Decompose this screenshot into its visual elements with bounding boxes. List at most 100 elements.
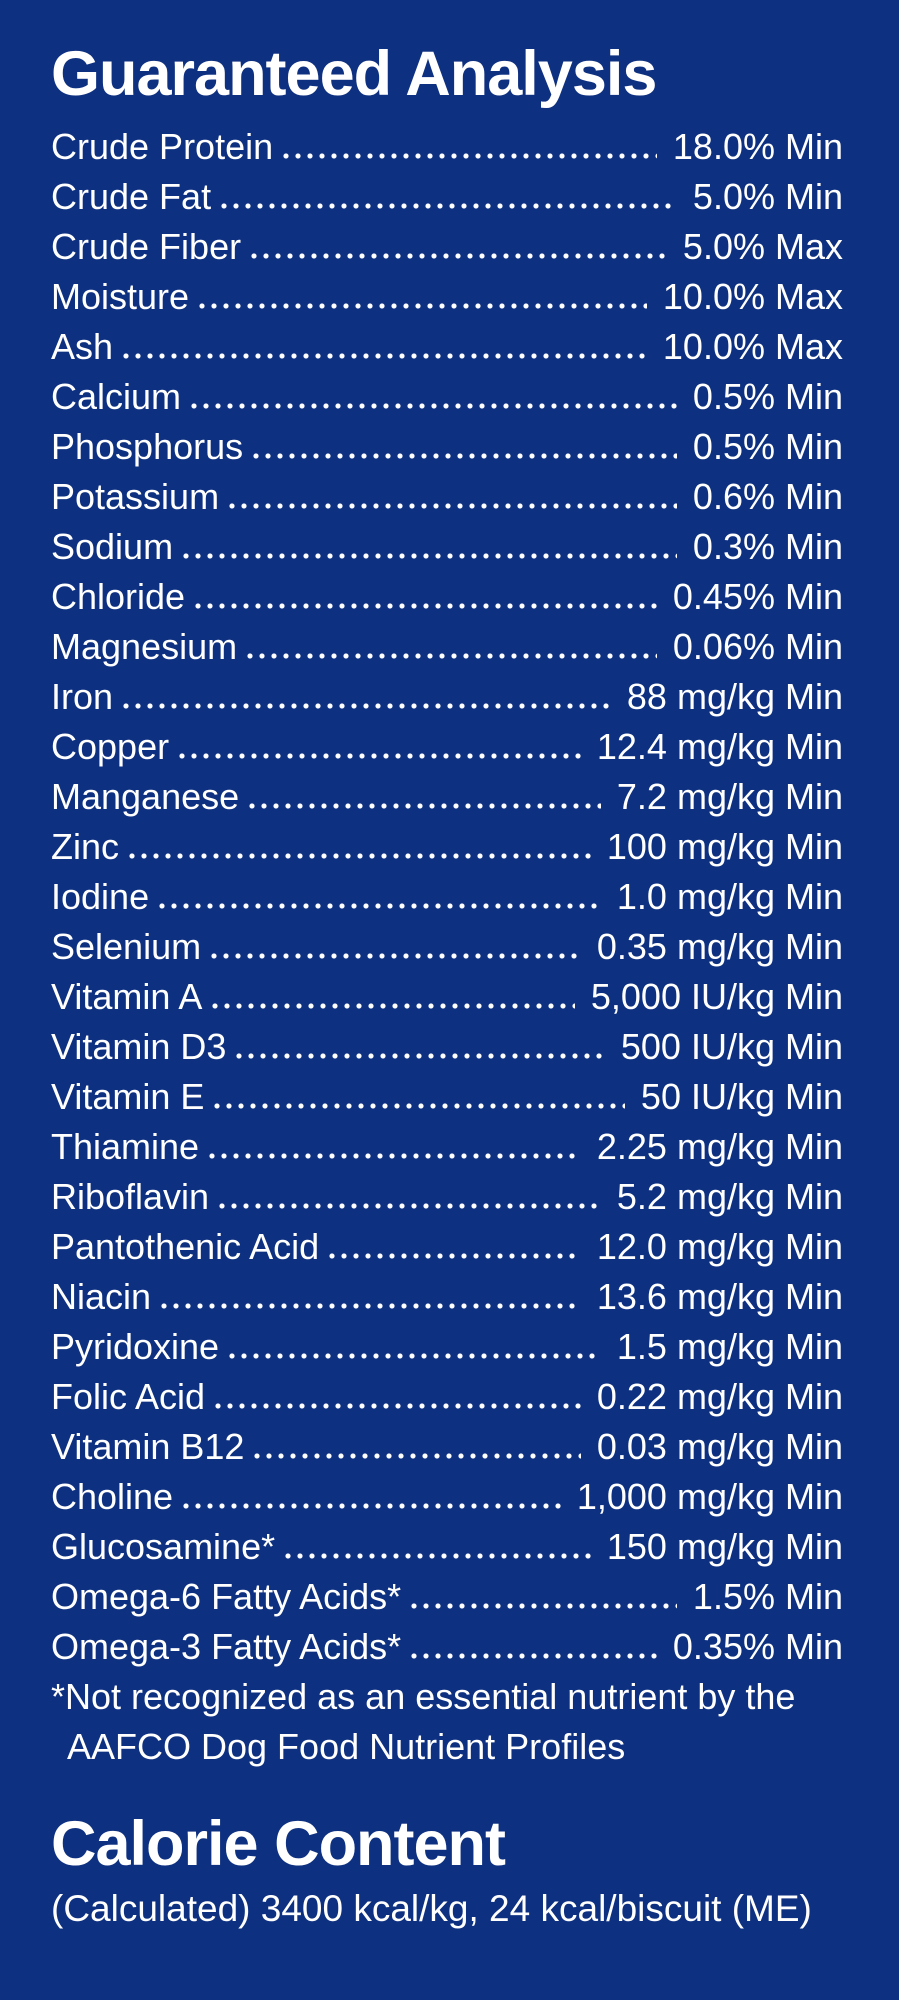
nutrient-name: Omega-3 Fatty Acids*: [51, 1626, 402, 1668]
dotted-leader: [249, 803, 601, 810]
nutrient-value: 1,000 mg/kg Min: [576, 1476, 843, 1518]
nutrient-value: 7.2 mg/kg Min: [616, 776, 843, 818]
dotted-leader: [251, 253, 667, 260]
dotted-leader: [215, 1403, 581, 1410]
dotted-leader: [161, 1303, 581, 1310]
nutrient-name: Chloride: [51, 576, 186, 618]
nutrient-value: 50 IU/kg Min: [640, 1076, 843, 1118]
nutrient-row: Vitamin A 5,000 IU/kg Min: [51, 972, 843, 1022]
footnote-line-1: *Not recognized as an essential nutrient…: [51, 1676, 796, 1718]
nutrient-row: Vitamin B12 0.03 mg/kg Min: [51, 1422, 843, 1472]
nutrient-name: Phosphorus: [51, 426, 244, 468]
nutrient-value: 100 mg/kg Min: [606, 826, 843, 868]
nutrient-name: Zinc: [51, 826, 120, 868]
nutrient-row: Sodium 0.3% Min: [51, 522, 843, 572]
nutrient-value: 150 mg/kg Min: [606, 1526, 843, 1568]
nutrient-name: Crude Fiber: [51, 226, 242, 268]
dotted-leader: [285, 1553, 591, 1560]
nutrient-value: 12.4 mg/kg Min: [596, 726, 843, 768]
nutrient-row: Riboflavin 5.2 mg/kg Min: [51, 1172, 843, 1222]
nutrient-row: Copper 12.4 mg/kg Min: [51, 722, 843, 772]
nutrient-row: Niacin 13.6 mg/kg Min: [51, 1272, 843, 1322]
dotted-leader: [254, 1453, 581, 1460]
nutrient-name: Vitamin E: [51, 1076, 205, 1118]
nutrient-value: 0.35% Min: [672, 1626, 843, 1668]
nutrient-name: Omega-6 Fatty Acids*: [51, 1576, 402, 1618]
dotted-leader: [329, 1253, 581, 1260]
nutrient-name: Niacin: [51, 1276, 152, 1318]
nutrient-row: Manganese 7.2 mg/kg Min: [51, 772, 843, 822]
nutrient-name: Crude Protein: [51, 126, 274, 168]
nutrient-name: Pyridoxine: [51, 1326, 220, 1368]
nutrient-row: Selenium 0.35 mg/kg Min: [51, 922, 843, 972]
nutrient-value: 5.0% Min: [692, 176, 843, 218]
nutrient-name: Sodium: [51, 526, 174, 568]
nutrient-name: Copper: [51, 726, 170, 768]
nutrient-name: Choline: [51, 1476, 174, 1518]
nutrient-value: 88 mg/kg Min: [626, 676, 843, 718]
nutrient-value: 0.22 mg/kg Min: [596, 1376, 843, 1418]
dotted-leader: [123, 353, 647, 360]
nutrient-row: Chloride 0.45% Min: [51, 572, 843, 622]
nutrient-value: 13.6 mg/kg Min: [596, 1276, 843, 1318]
nutrient-value: 18.0% Min: [672, 126, 843, 168]
dotted-leader: [229, 1353, 601, 1360]
nutrient-value: 1.5% Min: [692, 1576, 843, 1618]
nutrient-name: Potassium: [51, 476, 220, 518]
nutrient-row: Magnesium 0.06% Min: [51, 622, 843, 672]
nutrient-row: Phosphorus 0.5% Min: [51, 422, 843, 472]
nutrient-row: Glucosamine* 150 mg/kg Min: [51, 1522, 843, 1572]
nutrient-name: Vitamin A: [51, 976, 203, 1018]
nutrient-list: Crude Protein 18.0% Min Crude Fat 5.0% M…: [51, 122, 843, 1672]
dotted-leader: [247, 653, 657, 660]
guaranteed-analysis-title: Guaranteed Analysis: [51, 39, 657, 109]
nutrient-value: 500 IU/kg Min: [620, 1026, 843, 1068]
nutrient-row: Moisture 10.0% Max: [51, 272, 843, 322]
nutrient-value: 10.0% Max: [662, 326, 843, 368]
dotted-leader: [219, 1203, 601, 1210]
nutrient-value: 0.6% Min: [692, 476, 843, 518]
dotted-leader: [236, 1053, 605, 1060]
nutrient-value: 2.25 mg/kg Min: [596, 1126, 843, 1168]
dotted-leader: [183, 553, 677, 560]
nutrient-value: 0.35 mg/kg Min: [596, 926, 843, 968]
nutrient-row: Iron 88 mg/kg Min: [51, 672, 843, 722]
dotted-leader: [283, 153, 657, 160]
nutrient-name: Pantothenic Acid: [51, 1226, 320, 1268]
nutrient-value: 0.03 mg/kg Min: [596, 1426, 843, 1468]
dotted-leader: [209, 1153, 581, 1160]
dotted-leader: [221, 203, 677, 210]
nutrient-value: 0.3% Min: [692, 526, 843, 568]
nutrient-row: Pyridoxine 1.5 mg/kg Min: [51, 1322, 843, 1372]
nutrient-name: Glucosamine*: [51, 1526, 276, 1568]
nutrient-value: 0.06% Min: [672, 626, 843, 668]
nutrient-row: Folic Acid 0.22 mg/kg Min: [51, 1372, 843, 1422]
nutrient-name: Selenium: [51, 926, 202, 968]
nutrient-value: 0.5% Min: [692, 376, 843, 418]
nutrient-row: Vitamin D3 500 IU/kg Min: [51, 1022, 843, 1072]
calorie-content-title: Calorie Content: [51, 1809, 506, 1880]
dotted-leader: [214, 1103, 625, 1110]
nutrient-name: Moisture: [51, 276, 190, 318]
nutrient-name: Folic Acid: [51, 1376, 206, 1418]
nutrient-name: Iron: [51, 676, 114, 718]
nutrient-name: Calcium: [51, 376, 182, 418]
nutrient-name: Thiamine: [51, 1126, 200, 1168]
dotted-leader: [411, 1603, 677, 1610]
dotted-leader: [195, 603, 657, 610]
nutrient-name: Riboflavin: [51, 1176, 210, 1218]
dotted-leader: [253, 453, 677, 460]
dotted-leader: [411, 1653, 657, 1660]
nutrient-value: 5.2 mg/kg Min: [616, 1176, 843, 1218]
dotted-leader: [129, 853, 591, 860]
dotted-leader: [179, 753, 581, 760]
nutrient-row: Omega-6 Fatty Acids* 1.5% Min: [51, 1572, 843, 1622]
dotted-leader: [211, 953, 581, 960]
nutrient-row: Crude Fat 5.0% Min: [51, 172, 843, 222]
dotted-leader: [123, 703, 611, 710]
dotted-leader: [159, 903, 601, 910]
calorie-content-detail: (Calculated) 3400 kcal/kg, 24 kcal/biscu…: [51, 1888, 812, 1930]
nutrient-name: Vitamin B12: [51, 1426, 245, 1468]
nutrient-row: Potassium 0.6% Min: [51, 472, 843, 522]
